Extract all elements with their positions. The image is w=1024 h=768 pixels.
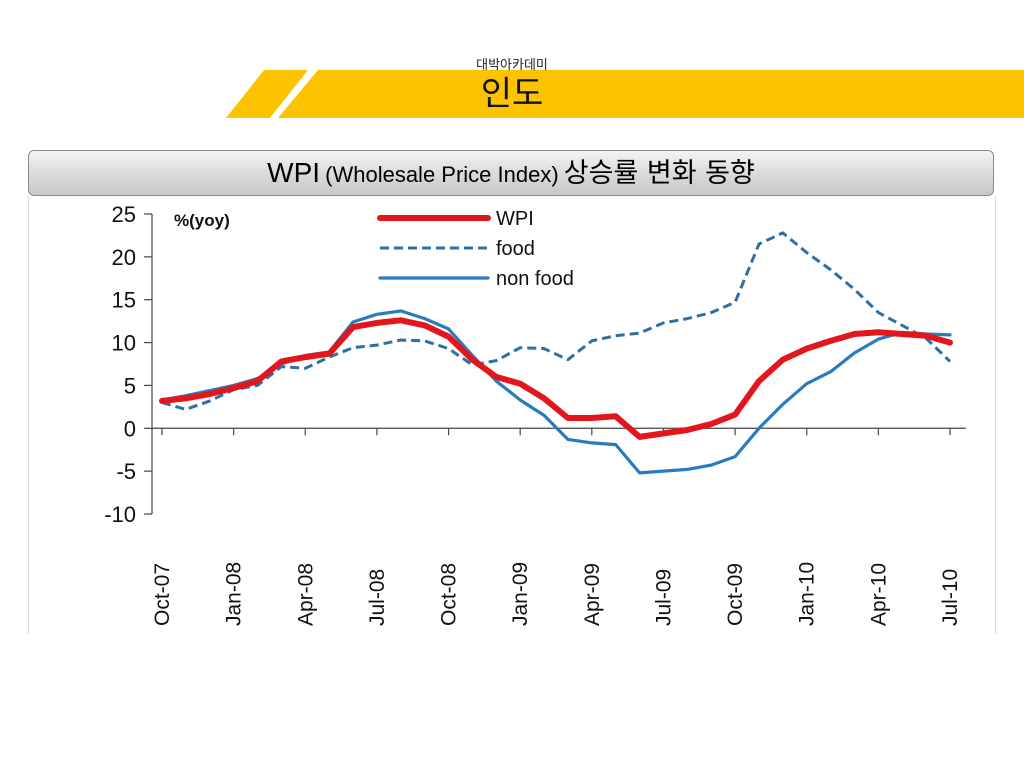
series-line-wpi <box>159 317 953 440</box>
chart-title-bar: WPI (Wholesale Price Index) 상승률 변화 동향 <box>28 150 994 196</box>
y-tick-label: -10 <box>104 502 136 527</box>
series-line-non-food <box>160 309 952 475</box>
banner-slant-left <box>226 70 308 118</box>
x-tick-label: Apr-09 <box>581 563 604 626</box>
x-tick-label: Oct-08 <box>438 563 461 626</box>
x-tick-label: Jul-08 <box>366 569 389 626</box>
wpi-line-chart: 25 20 15 10 5 0 -5 -10 Oct-07 Jan-08 Apr-08 Jul-08 O… <box>104 202 966 626</box>
y-tick-label: 20 <box>112 245 136 270</box>
chart-title-korean: 상승률 변화 동향 <box>563 158 755 189</box>
y-tick-label: -5 <box>116 459 136 484</box>
title-banner <box>226 70 1024 118</box>
x-tick-label: Jan-09 <box>509 562 532 626</box>
academy-subtitle: 대박아카데미 <box>476 58 548 73</box>
legend-label-non-food: non food <box>496 268 574 290</box>
x-tick-label: Apr-08 <box>294 563 317 626</box>
x-tick-label: Oct-07 <box>151 563 174 626</box>
unit-label: %(yoy) <box>174 211 230 230</box>
legend-label-wpi: WPI <box>496 208 534 230</box>
y-tick-label: 15 <box>112 288 136 313</box>
x-tick-label: Jan-08 <box>223 562 246 626</box>
chart-title-paren: (Wholesale Price Index) <box>325 162 559 187</box>
x-tick-label: Oct-09 <box>724 563 747 626</box>
y-tick-label: 0 <box>124 416 136 441</box>
x-tick-label: Jul-09 <box>652 569 675 626</box>
series-line-food <box>161 231 952 411</box>
x-tick-label: Apr-10 <box>867 563 890 626</box>
x-tick-label: Jul-10 <box>939 569 962 626</box>
y-tick-label: 25 <box>112 202 136 227</box>
banner-bar <box>278 70 1024 118</box>
page-title: 인도 <box>480 74 544 114</box>
x-tick-label: Jan-10 <box>796 562 819 626</box>
legend-label-food: food <box>496 238 535 260</box>
chart-area: 25 20 15 10 5 0 -5 -10 Oct-07 Jan-08 Apr-08 Jul-08 O… <box>28 196 996 634</box>
y-tick-label: 5 <box>124 373 136 398</box>
y-tick-label: 10 <box>112 331 136 356</box>
chart-title-main: WPI <box>267 157 321 188</box>
